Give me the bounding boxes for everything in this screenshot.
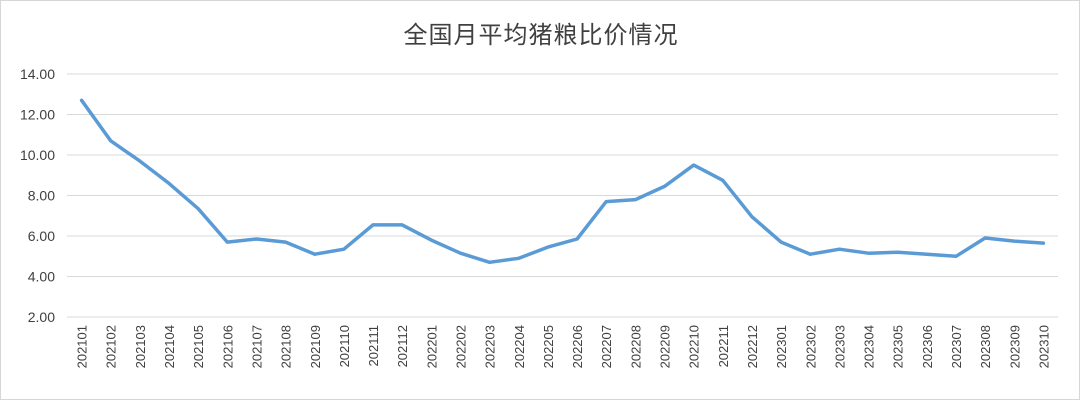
data-point xyxy=(663,184,667,188)
x-tick-label: 202302 xyxy=(803,325,818,368)
x-tick-label: 202105 xyxy=(191,325,206,368)
x-tick-label: 202112 xyxy=(395,325,410,367)
data-point xyxy=(342,247,346,251)
data-point xyxy=(954,254,958,258)
x-tick-label: 202301 xyxy=(774,325,789,368)
x-tick-label: 202208 xyxy=(628,325,643,368)
data-point xyxy=(254,237,258,241)
y-tick-label: 6.00 xyxy=(28,228,55,244)
x-tick-label: 202306 xyxy=(920,325,935,368)
x-tick-label: 202209 xyxy=(658,325,673,368)
data-point xyxy=(371,223,375,227)
x-tick-label: 202205 xyxy=(541,325,556,368)
x-tick-label: 202201 xyxy=(424,325,439,368)
x-tick-label: 202202 xyxy=(453,325,468,368)
x-tick-label: 202111 xyxy=(366,325,381,366)
data-point xyxy=(109,139,113,143)
x-tick-label: 202211 xyxy=(716,325,731,367)
series-line xyxy=(79,98,1046,265)
data-point xyxy=(575,237,579,241)
data-point xyxy=(692,163,696,167)
data-point xyxy=(721,178,725,182)
x-tick-label: 202212 xyxy=(745,325,760,368)
data-point xyxy=(1041,241,1045,245)
data-point xyxy=(779,240,783,244)
x-tick-label: 202204 xyxy=(512,325,527,368)
data-point xyxy=(167,181,171,185)
data-point xyxy=(837,247,841,251)
x-tick-label: 202108 xyxy=(279,325,294,368)
data-point xyxy=(80,98,84,102)
x-tick-label: 202309 xyxy=(1007,325,1022,368)
data-point xyxy=(925,252,929,256)
data-point xyxy=(983,236,987,240)
y-tick-label: 14.00 xyxy=(20,66,55,82)
y-tick-label: 12.00 xyxy=(20,107,55,123)
data-point xyxy=(604,200,608,204)
y-tick-label: 10.00 xyxy=(20,147,55,163)
x-tick-label: 202110 xyxy=(337,325,352,367)
data-point xyxy=(225,240,229,244)
chart-title: 全国月平均猪粮比价情况 xyxy=(403,21,679,49)
data-point xyxy=(400,223,404,227)
x-tick-label: 202107 xyxy=(249,325,264,368)
y-tick-label: 4.00 xyxy=(28,269,55,285)
y-tick-label: 8.00 xyxy=(28,188,55,204)
x-tick-label: 202303 xyxy=(832,325,847,368)
data-point xyxy=(750,215,754,219)
data-point xyxy=(138,159,142,163)
data-point xyxy=(517,256,521,260)
x-tick-label: 202310 xyxy=(1036,325,1051,368)
data-point xyxy=(196,207,200,211)
x-tick-label: 202203 xyxy=(483,325,498,368)
x-tick-label: 202103 xyxy=(133,325,148,368)
x-tick-label: 202210 xyxy=(687,325,702,368)
x-tick-label: 202102 xyxy=(104,325,119,368)
x-tick-label: 202106 xyxy=(220,325,235,368)
data-point xyxy=(896,250,900,254)
y-tick-label: 2.00 xyxy=(28,309,55,325)
x-tick-label: 202308 xyxy=(978,325,993,368)
data-point xyxy=(458,251,462,255)
data-point xyxy=(488,260,492,264)
data-point xyxy=(867,251,871,255)
x-tick-label: 202207 xyxy=(599,325,614,368)
data-point xyxy=(546,245,550,249)
data-point xyxy=(633,198,637,202)
x-tick-label: 202307 xyxy=(949,325,964,368)
x-tick-label: 202109 xyxy=(308,325,323,368)
x-tick-label: 202206 xyxy=(570,325,585,368)
data-point xyxy=(284,240,288,244)
data-point xyxy=(808,252,812,256)
x-tick-label: 202104 xyxy=(162,325,177,368)
x-tick-label: 202101 xyxy=(75,325,90,368)
data-point xyxy=(1012,239,1016,243)
data-point xyxy=(313,252,317,256)
data-point xyxy=(429,238,433,242)
x-tick-label: 202304 xyxy=(862,325,877,368)
x-tick-label: 202305 xyxy=(891,325,906,368)
